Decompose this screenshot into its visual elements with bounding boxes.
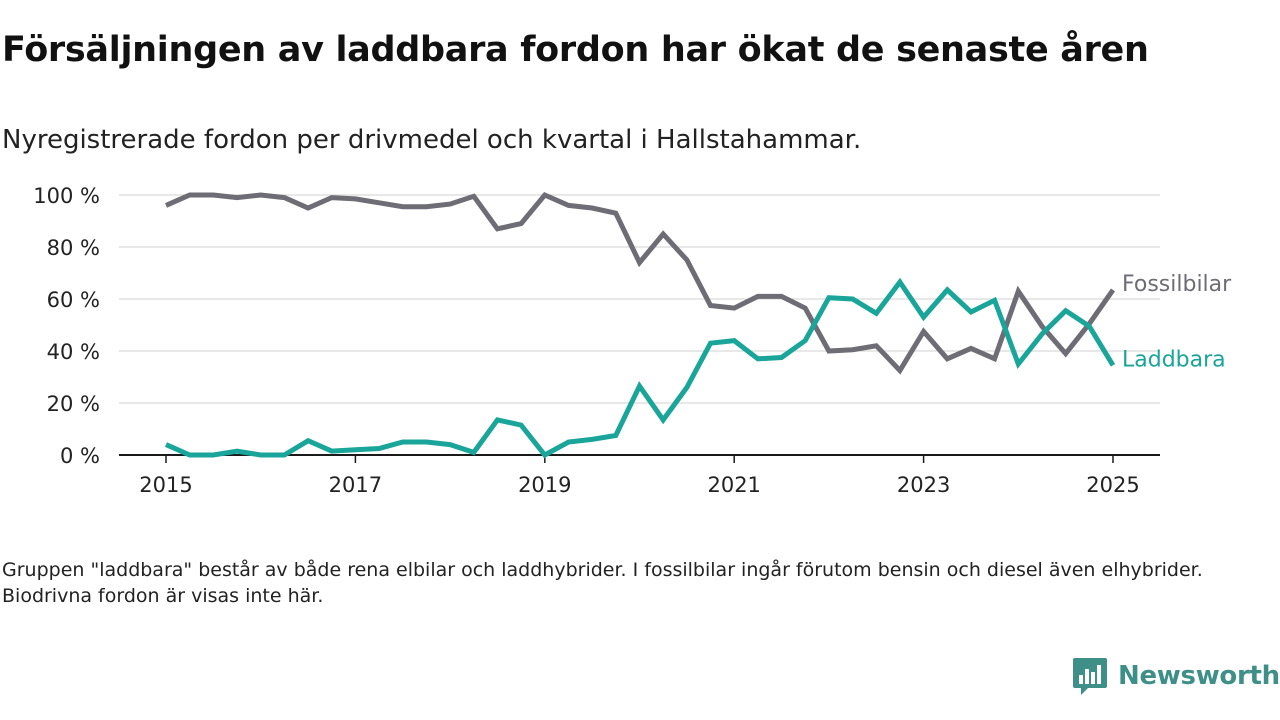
x-tick-label: 2023: [897, 473, 950, 497]
chart-title: Försäljningen av laddbara fordon har öka…: [2, 30, 1149, 70]
x-axis: 2015 2017 2019 2021 2023 2025: [119, 454, 1160, 497]
x-tick-label: 2019: [518, 473, 571, 497]
y-tick-label: 80 %: [47, 236, 100, 260]
y-tick-label: 40 %: [47, 340, 100, 364]
x-tick-label: 2025: [1086, 473, 1139, 497]
brand-name: Newsworthy: [1118, 661, 1280, 691]
x-tick-label: 2017: [329, 473, 382, 497]
y-tick-label: 20 %: [47, 392, 100, 416]
series-line-fossilbilar: [164, 191, 1116, 375]
series-label-laddbara: Laddbara: [1122, 347, 1226, 372]
x-tick-label: 2021: [707, 473, 760, 497]
series-label-fossilbilar: Fossilbilar: [1122, 272, 1232, 297]
series-line-laddbara: [164, 277, 1116, 459]
footnote: Gruppen "laddbara" består av både rena e…: [2, 559, 1203, 607]
x-tick-label: 2015: [139, 473, 192, 497]
brand-logo[interactable]: Newsworthy: [1072, 656, 1280, 696]
y-tick-label: 0 %: [60, 444, 100, 468]
y-axis-labels: 0 % 20 % 40 % 60 % 80 % 100 %: [33, 184, 100, 468]
y-tick-label: 60 %: [47, 288, 100, 312]
gridlines: [119, 194, 1160, 404]
line-chart: 0 % 20 % 40 % 60 % 80 % 100 % 2015 2017 2019 202…: [33, 184, 1232, 497]
chart-subtitle: Nyregistrerade fordon per drivmedel och …: [2, 125, 862, 155]
y-tick-label: 100 %: [33, 184, 100, 208]
series-lines: [164, 191, 1116, 459]
newsworthy-logo-icon: [1073, 658, 1107, 695]
series-labels: Fossilbilar Laddbara: [1122, 272, 1232, 372]
